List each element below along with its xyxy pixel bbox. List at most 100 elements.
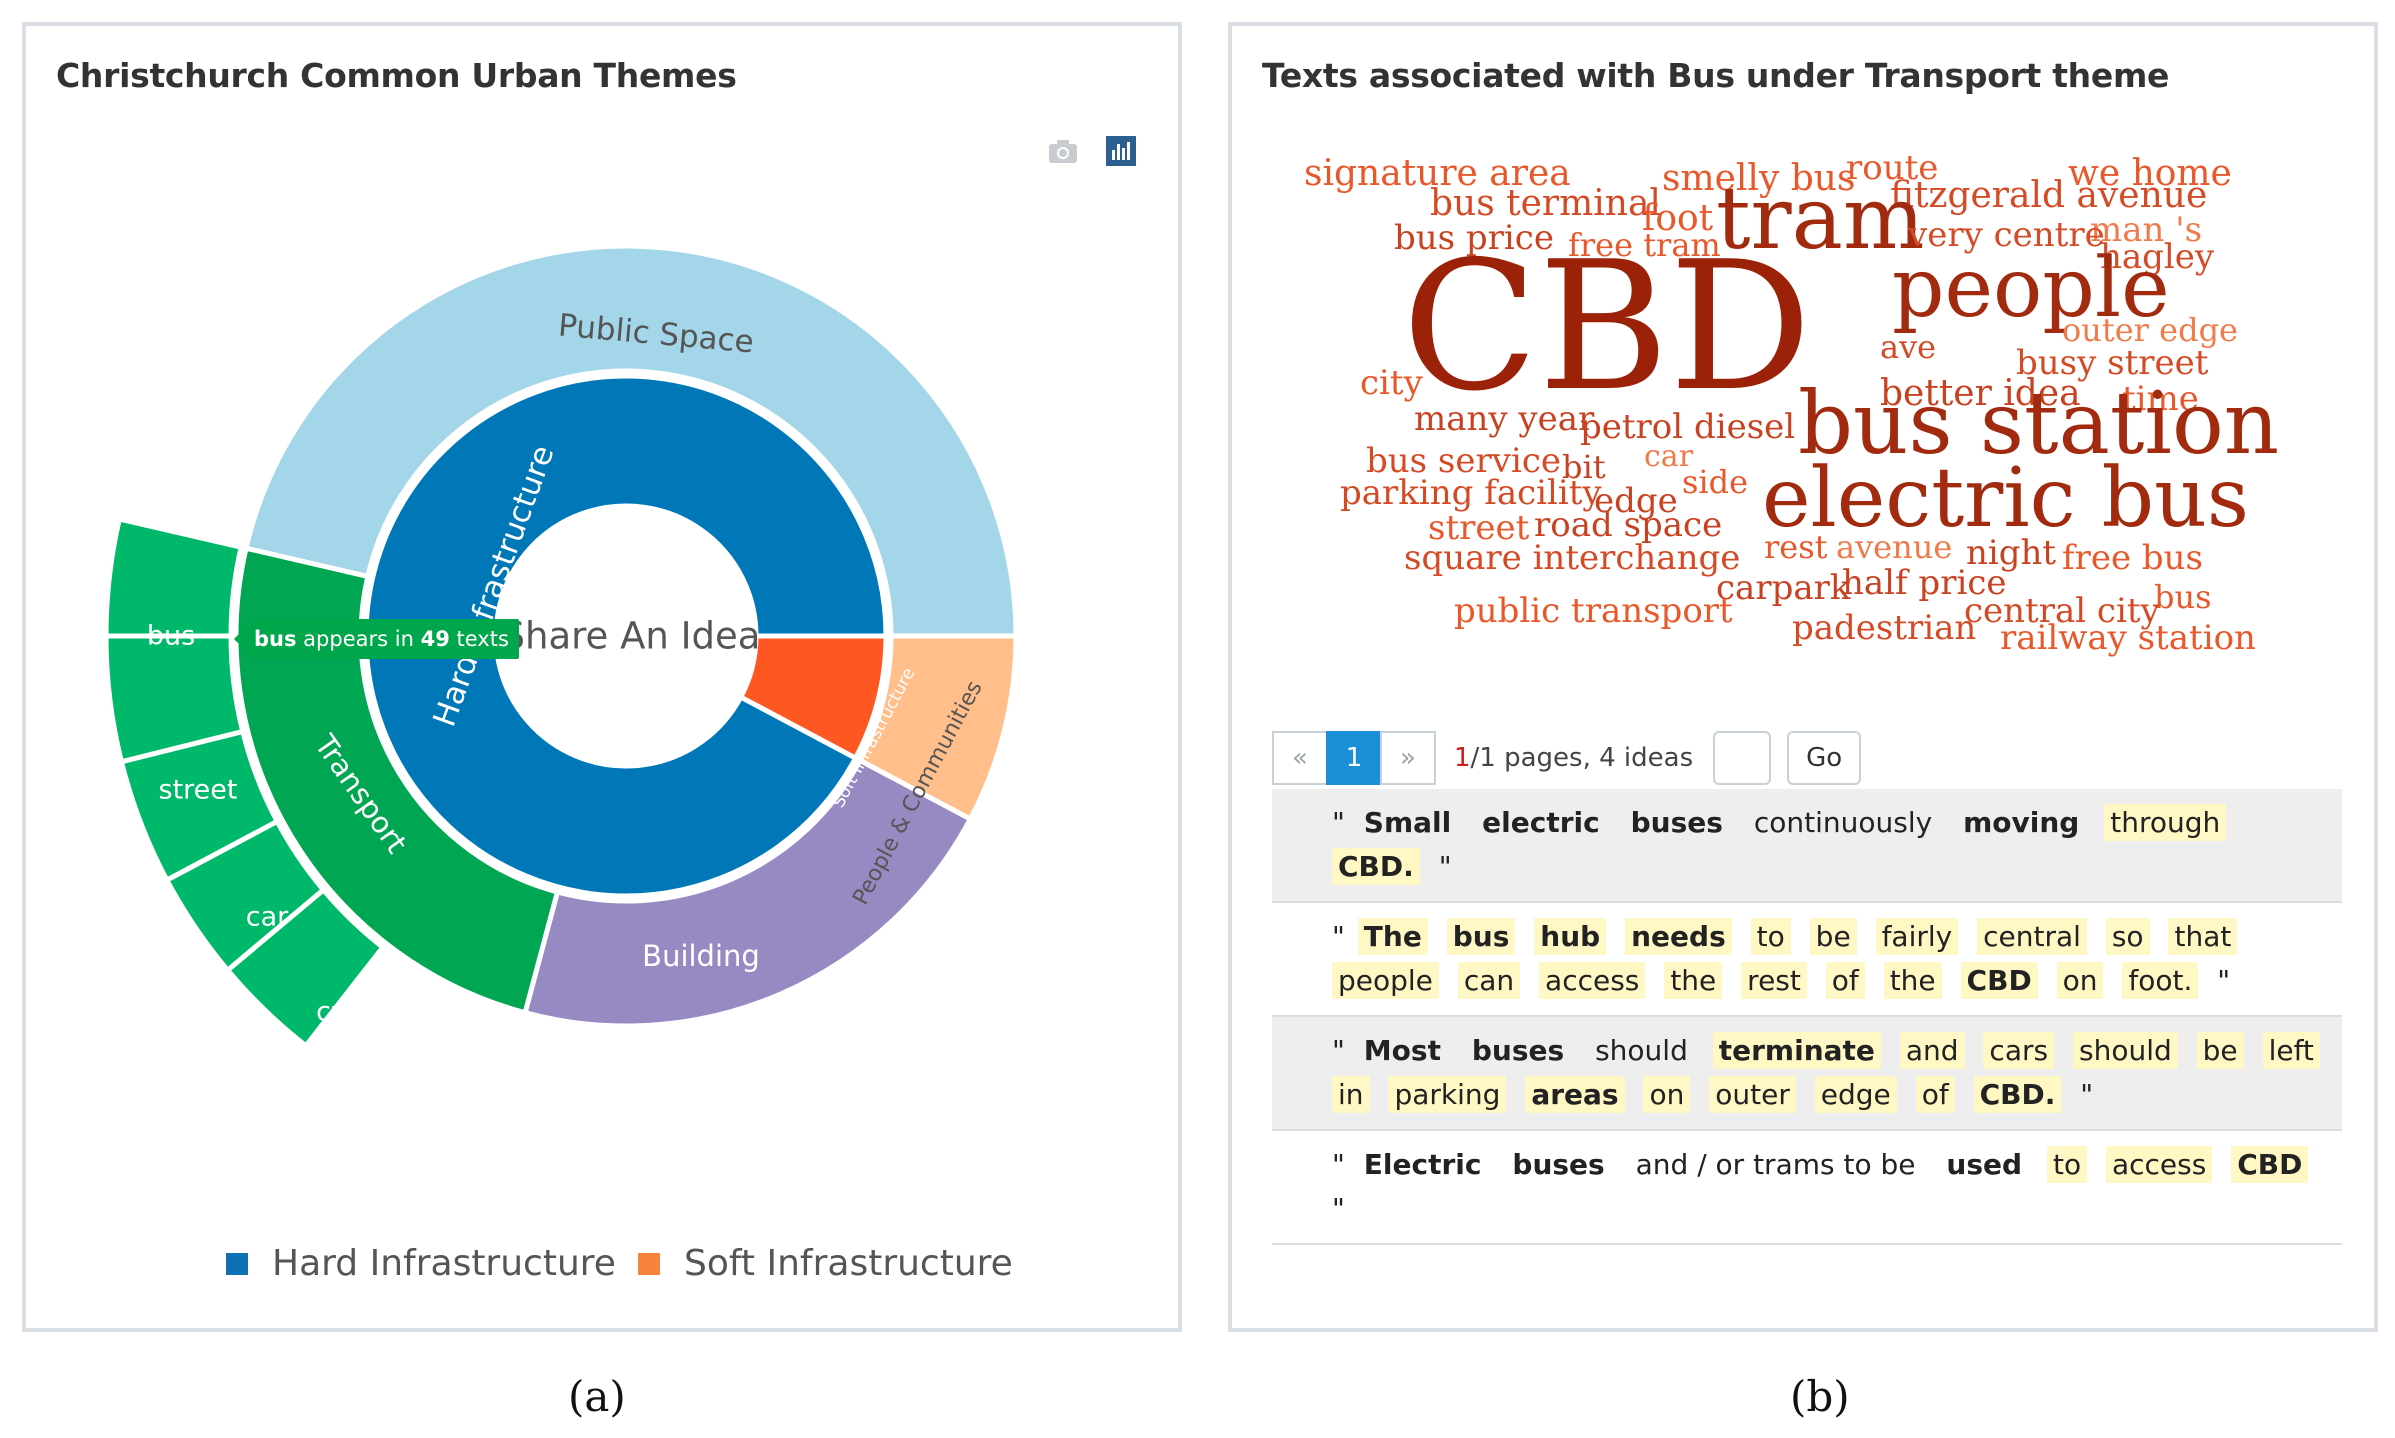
word-cloud-word[interactable]: carpark bbox=[1716, 568, 1851, 608]
idea-token: on bbox=[1643, 1076, 1691, 1113]
sunburst-label-street: street bbox=[159, 775, 238, 806]
word-cloud-word[interactable]: foot bbox=[1642, 198, 1714, 239]
texts-panel: Texts associated with Bus under Transpor… bbox=[1228, 22, 2378, 1332]
sunburst-label-building: Building bbox=[642, 939, 760, 973]
idea-token: cars bbox=[1983, 1032, 2055, 1069]
word-cloud-word[interactable]: bus station bbox=[1798, 374, 2280, 474]
page-number-input[interactable] bbox=[1713, 731, 1772, 785]
word-cloud-word[interactable]: free tram bbox=[1568, 226, 1721, 264]
word-cloud-word[interactable]: route bbox=[1846, 148, 1939, 188]
word-cloud-word[interactable]: city bbox=[1360, 363, 1423, 403]
pagination: « 1 » 1/1 pages, 4 ideas Go bbox=[1272, 731, 1862, 785]
idea-token: hub bbox=[1534, 918, 1607, 955]
word-cloud-word[interactable]: street bbox=[1428, 508, 1530, 548]
word-cloud-word[interactable]: better idea bbox=[1880, 373, 2081, 414]
word-cloud-word[interactable]: bus price bbox=[1394, 218, 1554, 258]
idea-row[interactable]: " Electric buses and / or trams to be us… bbox=[1272, 1131, 2342, 1245]
idea-token: in bbox=[1332, 1076, 1370, 1113]
idea-token: continuously bbox=[1753, 806, 1933, 839]
word-cloud-word[interactable]: petrol diesel bbox=[1580, 407, 1796, 447]
word-cloud-word[interactable]: car bbox=[1644, 439, 1694, 474]
idea-token: buses bbox=[1471, 1034, 1565, 1067]
tooltip-word: bus bbox=[254, 627, 297, 651]
sunburst-segment-cycle[interactable] bbox=[163, 818, 327, 974]
word-cloud-word[interactable]: central city bbox=[1964, 591, 2160, 631]
word-cloud-word[interactable]: free bus bbox=[2062, 538, 2203, 578]
pager-info: 1/1 pages, 4 ideas bbox=[1454, 743, 1693, 773]
legend-item-hard-infrastructure[interactable]: Hard Infrastructure bbox=[226, 1243, 616, 1284]
word-cloud-word[interactable]: half price bbox=[1842, 563, 2007, 603]
idea-token: to bbox=[1750, 918, 1791, 955]
word-cloud-word[interactable]: rest bbox=[1764, 528, 1828, 566]
word-cloud-word[interactable]: people bbox=[1892, 241, 2170, 336]
word-cloud-word[interactable]: busy street bbox=[2016, 343, 2209, 383]
word-cloud-word[interactable]: padestrian bbox=[1792, 608, 1977, 648]
word-cloud-word[interactable]: edge bbox=[1594, 481, 1678, 521]
word-cloud-word[interactable]: time bbox=[2122, 379, 2199, 419]
word-cloud-word[interactable]: public transport bbox=[1454, 591, 1733, 631]
bar-chart-icon[interactable] bbox=[1106, 136, 1136, 166]
word-cloud-word[interactable]: very centre bbox=[1908, 215, 2105, 255]
word-cloud-word[interactable]: parking facility bbox=[1340, 473, 1602, 513]
legend-item-soft-infrastructure[interactable]: Soft Infrastructure bbox=[638, 1243, 1013, 1284]
idea-row[interactable]: " The bus hub needs to be fairly central… bbox=[1272, 903, 2342, 1017]
word-cloud-word[interactable]: night bbox=[1966, 533, 2057, 573]
word-cloud-word[interactable]: bus service bbox=[1366, 441, 1561, 481]
sunburst-segment-public-space[interactable] bbox=[241, 243, 1019, 639]
word-cloud-word[interactable]: bus terminal bbox=[1430, 183, 1661, 224]
word-cloud-word[interactable]: ave bbox=[1880, 328, 1937, 366]
word-cloud-word[interactable]: side bbox=[1682, 463, 1749, 501]
word-cloud-word[interactable]: avenue bbox=[1836, 528, 1953, 566]
word-cloud-word[interactable]: hagley bbox=[2100, 237, 2215, 277]
idea-row[interactable]: " Small electric buses continuously movi… bbox=[1272, 789, 2342, 903]
legend-label-soft: Soft Infrastructure bbox=[684, 1243, 1013, 1284]
idea-token: the bbox=[1664, 962, 1723, 999]
pager-next-button[interactable]: » bbox=[1380, 731, 1436, 785]
pager-prev-button[interactable]: « bbox=[1272, 731, 1328, 785]
idea-token: buses bbox=[1512, 1148, 1605, 1181]
word-cloud-word[interactable]: railway station bbox=[2000, 618, 2256, 658]
sunburst-segment-street[interactable] bbox=[103, 633, 246, 765]
pager-current: 1 bbox=[1454, 743, 1471, 773]
caption-a: (a) bbox=[568, 1372, 626, 1421]
sunburst-segment-transport[interactable] bbox=[233, 545, 561, 1016]
camera-icon[interactable] bbox=[1048, 138, 1078, 164]
word-cloud-word[interactable]: square interchange bbox=[1404, 538, 1741, 578]
word-cloud-word[interactable]: bit bbox=[1562, 448, 1606, 486]
pager-summary: /1 pages, 4 ideas bbox=[1470, 743, 1694, 773]
word-cloud-word[interactable]: electric bus bbox=[1762, 451, 2249, 546]
sunburst-segment-soft-infrastructure[interactable] bbox=[737, 633, 889, 762]
sunburst-label-cycle: cycle bbox=[316, 997, 386, 1028]
idea-token: " bbox=[1332, 920, 1345, 953]
idea-token: edge bbox=[1814, 1076, 1897, 1113]
idea-token: moving bbox=[1963, 806, 2080, 839]
idea-token: CBD bbox=[2231, 1146, 2309, 1183]
idea-token: " bbox=[1332, 1148, 1345, 1181]
word-cloud-word[interactable]: bus bbox=[2154, 578, 2212, 616]
idea-token: CBD bbox=[1960, 962, 2038, 999]
idea-token: Most bbox=[1363, 1034, 1441, 1067]
word-cloud-word[interactable]: man 's bbox=[2090, 210, 2203, 250]
word-cloud-word[interactable]: signature area bbox=[1304, 153, 1571, 194]
word-cloud-word[interactable]: tram bbox=[1716, 169, 1925, 269]
idea-token: and / or trams to be bbox=[1635, 1148, 1916, 1181]
word-cloud-word[interactable]: we home bbox=[2068, 153, 2232, 194]
idea-row[interactable]: " Most buses should terminate and cars s… bbox=[1272, 1017, 2342, 1131]
word-cloud-word[interactable]: many year bbox=[1414, 399, 1595, 439]
word-cloud-word[interactable]: road space bbox=[1534, 505, 1723, 545]
sunburst-segment-building[interactable] bbox=[521, 757, 974, 1029]
go-button[interactable]: Go bbox=[1787, 731, 1862, 785]
word-cloud-word[interactable]: fitzgerald avenue bbox=[1890, 175, 2208, 216]
idea-token: The bbox=[1357, 918, 1428, 955]
sunburst-title: Christchurch Common Urban Themes bbox=[56, 56, 737, 95]
word-cloud-word[interactable]: outer edge bbox=[2062, 311, 2238, 349]
word-cloud-word[interactable]: CBD bbox=[1402, 223, 1812, 430]
sunburst-segment-bus[interactable] bbox=[103, 516, 245, 639]
word-cloud-word[interactable]: smelly bus bbox=[1662, 158, 1856, 199]
ideas-list: " Small electric buses continuously movi… bbox=[1272, 789, 2342, 1245]
sunburst-segment-hard-infrastructure[interactable] bbox=[363, 373, 889, 899]
tooltip-pre: appears in bbox=[303, 627, 414, 651]
pager-page-button[interactable]: 1 bbox=[1326, 731, 1382, 785]
sunburst-segment-car[interactable] bbox=[118, 728, 281, 884]
sunburst-segment-transport-leaf[interactable] bbox=[224, 886, 387, 1050]
